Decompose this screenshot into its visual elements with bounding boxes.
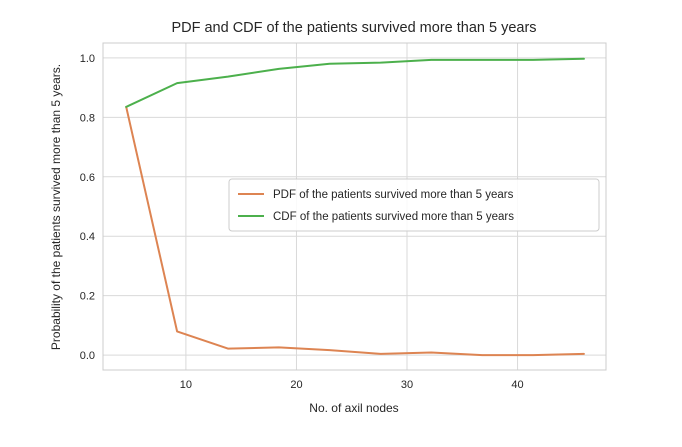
x-tick-labels: 10 20 30 40	[180, 379, 524, 391]
y-tick-label: 0.0	[80, 350, 95, 362]
grid	[103, 43, 606, 370]
plot-frame	[102, 42, 607, 371]
x-tick-label: 20	[290, 379, 302, 391]
series-line-cdf	[125, 57, 585, 108]
y-tick-label: 0.2	[80, 291, 95, 303]
y-tick-label: 0.6	[80, 172, 95, 184]
y-tick-label: 0.8	[80, 112, 95, 124]
legend-label-cdf: CDF of the patients survived more than 5…	[273, 211, 514, 223]
y-axis-label: Probability of the patients survived mor…	[49, 64, 63, 350]
x-axis-label: No. of axil nodes	[309, 401, 398, 415]
series-lines	[125, 57, 585, 357]
y-tick-label: 1.0	[80, 53, 95, 65]
legend: PDF of the patients survived more than 5…	[228, 178, 600, 232]
series-line-pdf	[125, 105, 585, 357]
legend-label-pdf: PDF of the patients survived more than 5…	[273, 189, 514, 201]
y-tick-labels: 0.0 0.2 0.4 0.6 0.8 1.0	[80, 53, 95, 362]
x-tick-label: 10	[180, 379, 192, 391]
chart-title: PDF and CDF of the patients survived mor…	[171, 20, 536, 36]
legend-box	[228, 178, 600, 232]
x-tick-label: 40	[511, 379, 523, 391]
x-tick-label: 30	[401, 379, 413, 391]
y-tick-label: 0.4	[80, 231, 95, 243]
